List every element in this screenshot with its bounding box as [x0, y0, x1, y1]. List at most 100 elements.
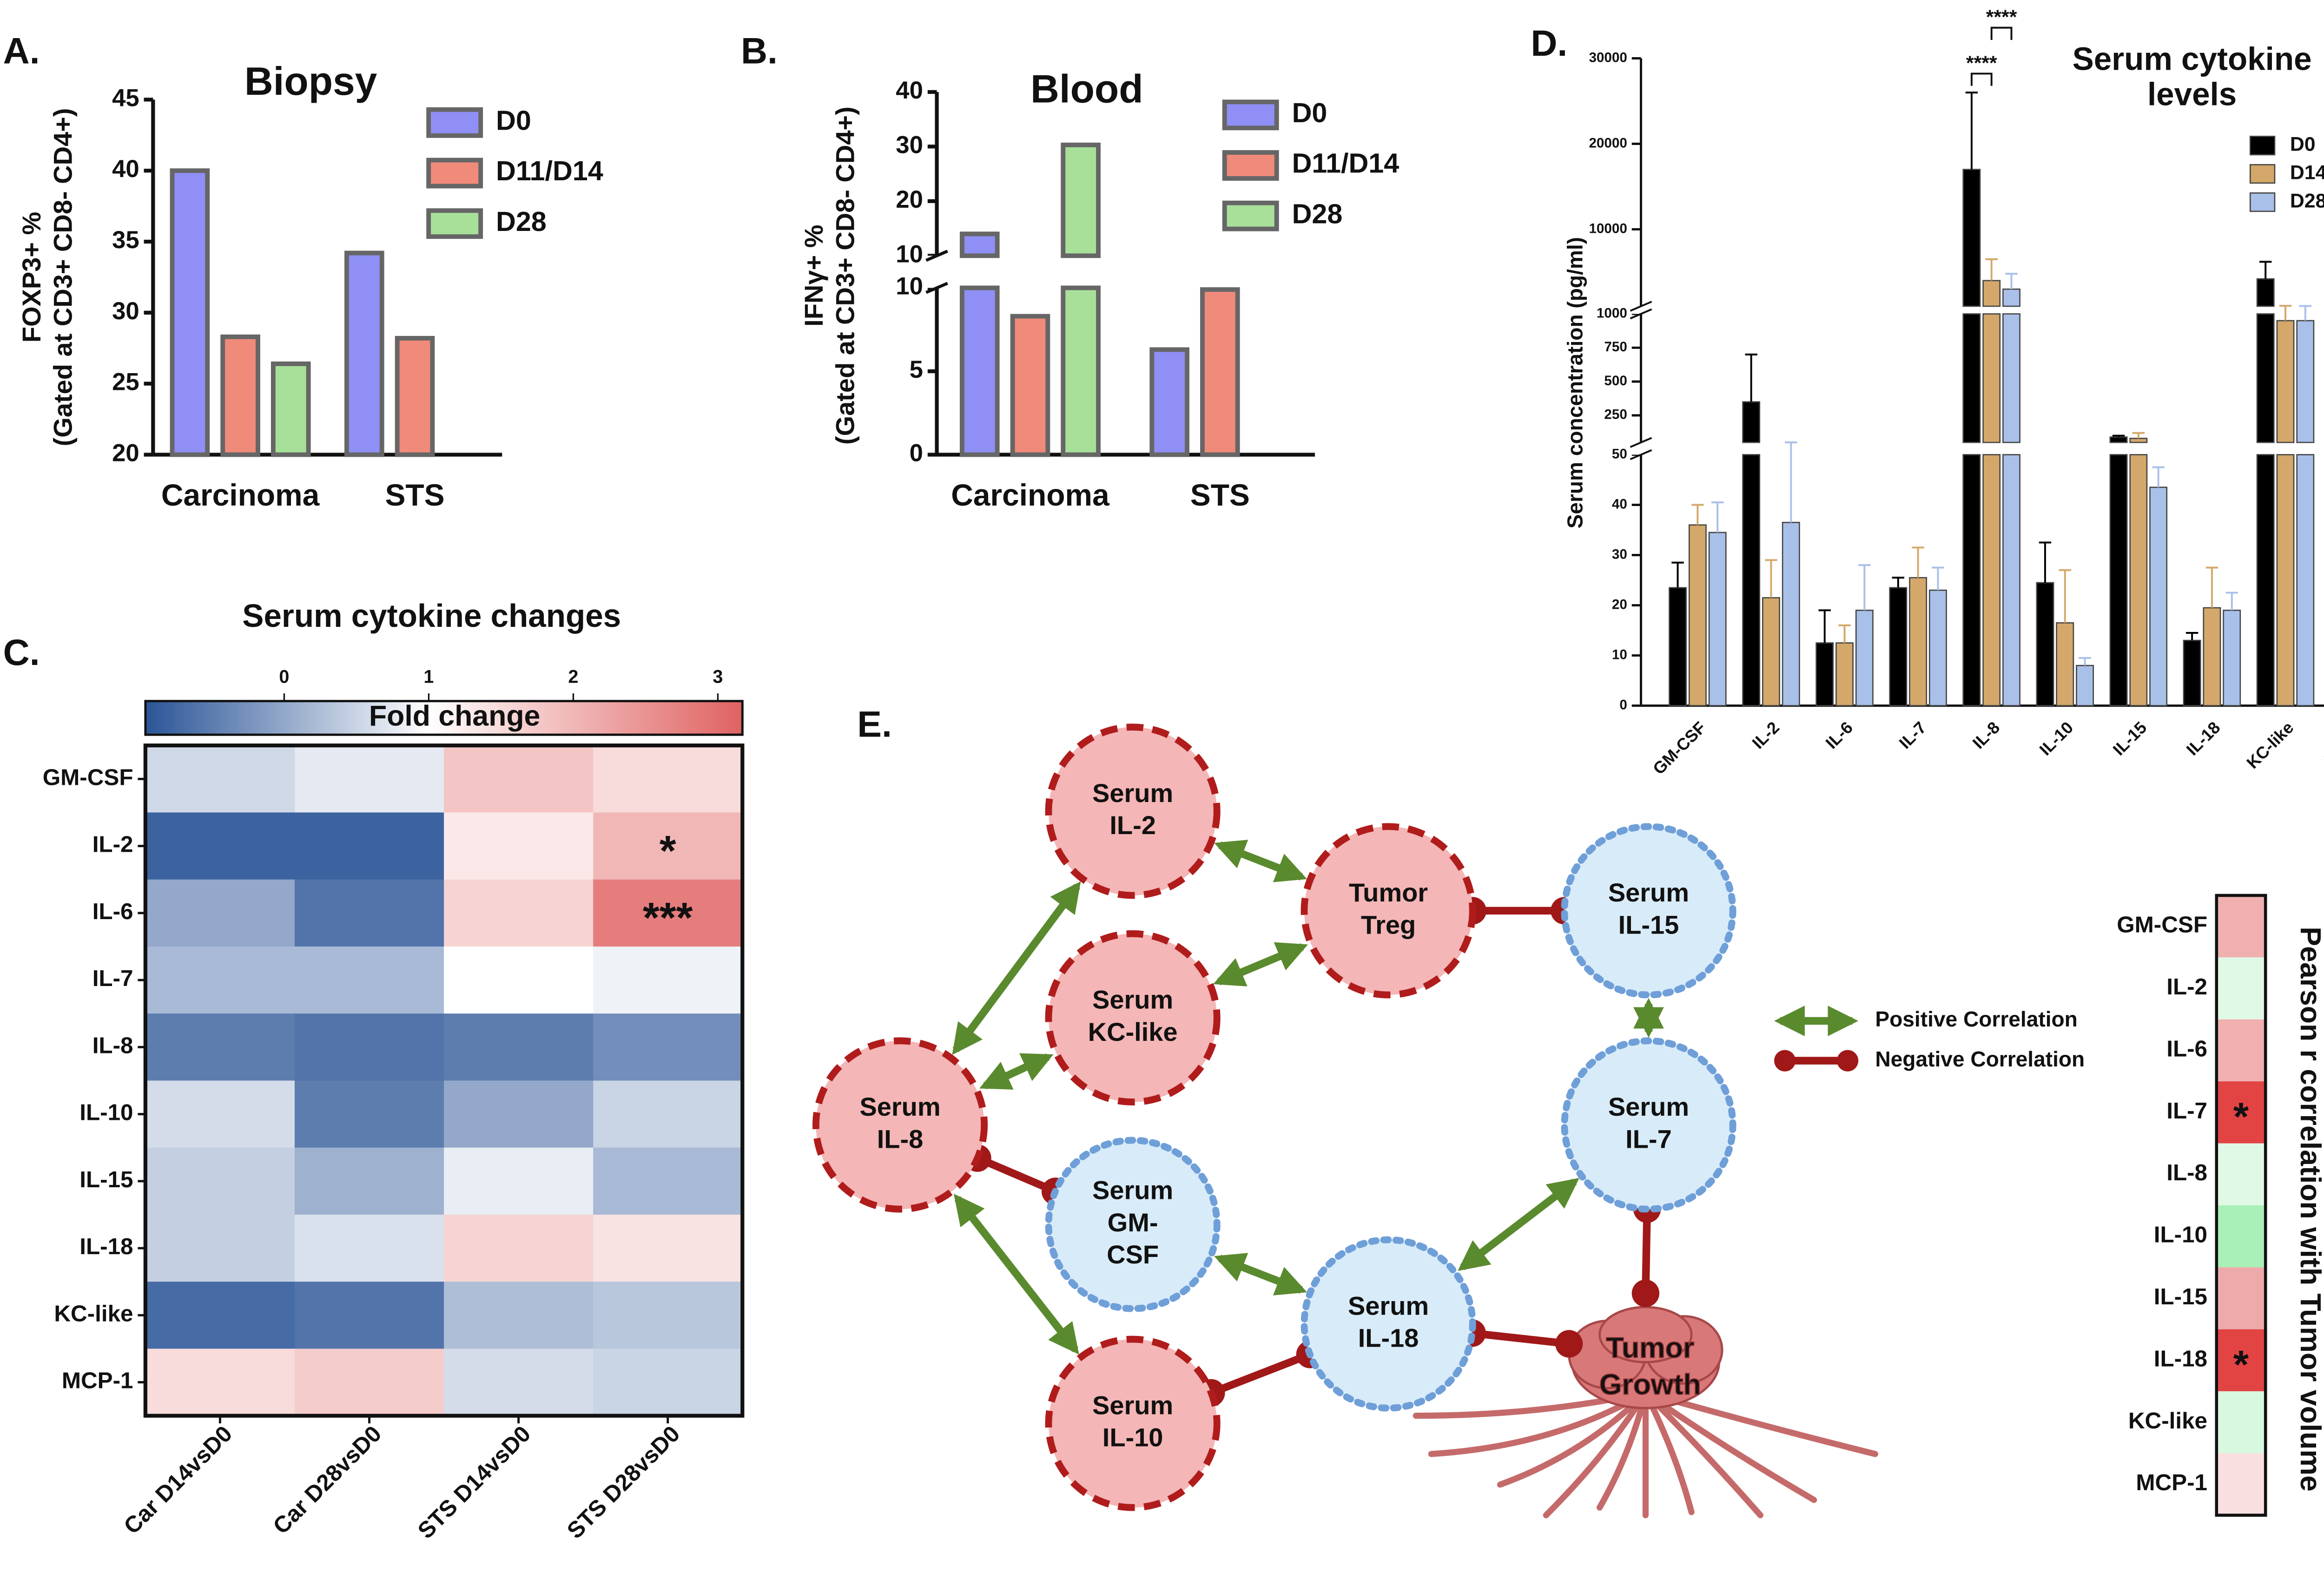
- bar: [1835, 642, 1854, 706]
- tumor-root: [1497, 1389, 1649, 1488]
- heatmap-cell: [294, 1013, 445, 1082]
- y-axis-label: Serum concentration (pg/ml): [1563, 237, 1587, 528]
- bar: [1962, 313, 1981, 443]
- node-label: Serum: [1348, 1291, 1429, 1320]
- node-label: Serum: [1092, 1176, 1173, 1205]
- panel-label: B.: [741, 30, 778, 71]
- error-bar: [1838, 624, 1851, 643]
- x-tick-label: IL-10: [2036, 718, 2077, 759]
- panel-label: C.: [3, 631, 40, 673]
- tumor-label: Growth: [1599, 1368, 1701, 1401]
- tumor-label: Tumor: [1606, 1332, 1694, 1364]
- y-tick-label: 25: [112, 368, 139, 396]
- y-tick-label: 750: [1604, 339, 1627, 355]
- y-tick-label: 30: [896, 131, 923, 158]
- y-tick-label: 20: [112, 439, 139, 467]
- bar: [1855, 610, 1874, 706]
- error-bar: [1818, 609, 1831, 643]
- bar: [2276, 320, 2295, 443]
- negative-edge: [1642, 1209, 1651, 1294]
- bar: [2149, 487, 2168, 706]
- bar: [1200, 287, 1240, 457]
- heatmap-cell: [294, 1348, 445, 1417]
- y-axis-label: IFNγ+ %: [799, 225, 828, 327]
- colorbar-tick-label: 0: [279, 667, 289, 687]
- negative-edge-end: [1555, 1330, 1583, 1358]
- strip-cell: [2216, 1019, 2266, 1082]
- x-tick-label: STS: [385, 478, 444, 512]
- bar: [1928, 589, 1947, 706]
- heatmap-cell: [444, 1282, 594, 1350]
- chart-title: Blood: [1030, 67, 1143, 112]
- panel-label: E.: [857, 704, 892, 745]
- strip-cell: [2216, 957, 2266, 1019]
- legend-label: D0: [2290, 133, 2316, 156]
- row-label: IL-10: [79, 1100, 133, 1125]
- heatmap-cell: [145, 1080, 296, 1149]
- row-label: IL-8: [92, 1033, 133, 1058]
- error-bar: [2059, 569, 2071, 623]
- heatmap-cell: [145, 1147, 296, 1216]
- bar: [2002, 313, 2020, 443]
- error-bar: [1745, 353, 1757, 402]
- y-tick-label: 10: [896, 240, 923, 268]
- legend-swatch: [2249, 164, 2276, 184]
- bar: [1909, 577, 1928, 706]
- legend-swatch: [1222, 200, 1279, 231]
- positive-edge: [953, 1194, 1079, 1355]
- error-bar: [2152, 466, 2165, 487]
- bar: [271, 361, 311, 457]
- row-label: IL-7: [92, 966, 133, 991]
- strip-cell: [2216, 1453, 2266, 1515]
- row-label: GM-CSF: [43, 764, 133, 790]
- node-label: Serum: [1608, 878, 1689, 907]
- x-tick-label: Carcinoma: [161, 478, 320, 512]
- heatmap-cell: [444, 812, 594, 881]
- bar: [2276, 454, 2295, 706]
- legend-negative-end: [1837, 1050, 1859, 1072]
- y-axis-label: FOXP3+ %: [17, 212, 46, 343]
- node-label: Serum: [1608, 1092, 1689, 1121]
- x-tick-label: IL-18: [2183, 718, 2224, 759]
- row-label: IL-10: [2154, 1222, 2207, 1248]
- tumor-root: [1428, 1389, 1649, 1457]
- bar: [959, 231, 1000, 258]
- error-bar: [1985, 258, 1998, 281]
- heatmap-cell: [593, 1282, 743, 1350]
- error-bar: [2225, 592, 2238, 611]
- error-bar: [1892, 577, 1904, 588]
- bar: [1962, 454, 1981, 706]
- significance-bracket: [1990, 26, 2013, 40]
- error-bar: [1965, 92, 1978, 170]
- heatmap-cell: [444, 879, 594, 947]
- strip-cell: [2216, 1329, 2266, 1392]
- error-bar: [2132, 432, 2145, 439]
- error-bar: [1912, 546, 1924, 578]
- error-bar: [2079, 657, 2091, 666]
- row-label: IL-15: [79, 1167, 133, 1192]
- error-bar: [2005, 273, 2018, 289]
- legend-swatch: [2249, 136, 2276, 156]
- negative-edge-end: [1631, 1279, 1660, 1307]
- bar: [2056, 622, 2074, 706]
- error-bar: [1691, 504, 1704, 525]
- node-label: KC-like: [1088, 1017, 1178, 1046]
- row-label: KC-like: [54, 1301, 133, 1326]
- x-tick-label: STS: [1190, 478, 1250, 512]
- strip-cell: [2216, 1143, 2266, 1205]
- node-label: Treg: [1361, 910, 1416, 939]
- bar: [170, 168, 210, 457]
- row-label: IL-6: [92, 899, 133, 924]
- chart-title: Serum cytokine: [2073, 40, 2312, 77]
- panel-label: D.: [1531, 22, 1567, 64]
- x-tick-label: IL-8: [1969, 718, 2004, 753]
- row-label: GM-CSF: [2117, 912, 2207, 938]
- node-label: Serum: [1092, 1390, 1173, 1420]
- chart-title: levels: [2147, 76, 2237, 112]
- y-tick-label: 20000: [1589, 135, 1627, 151]
- heatmap-cell: [294, 946, 445, 1014]
- bar: [1762, 597, 1780, 706]
- significance-label: *: [660, 827, 676, 875]
- positive-edge: [1214, 1253, 1307, 1296]
- node-label: Serum: [859, 1092, 940, 1121]
